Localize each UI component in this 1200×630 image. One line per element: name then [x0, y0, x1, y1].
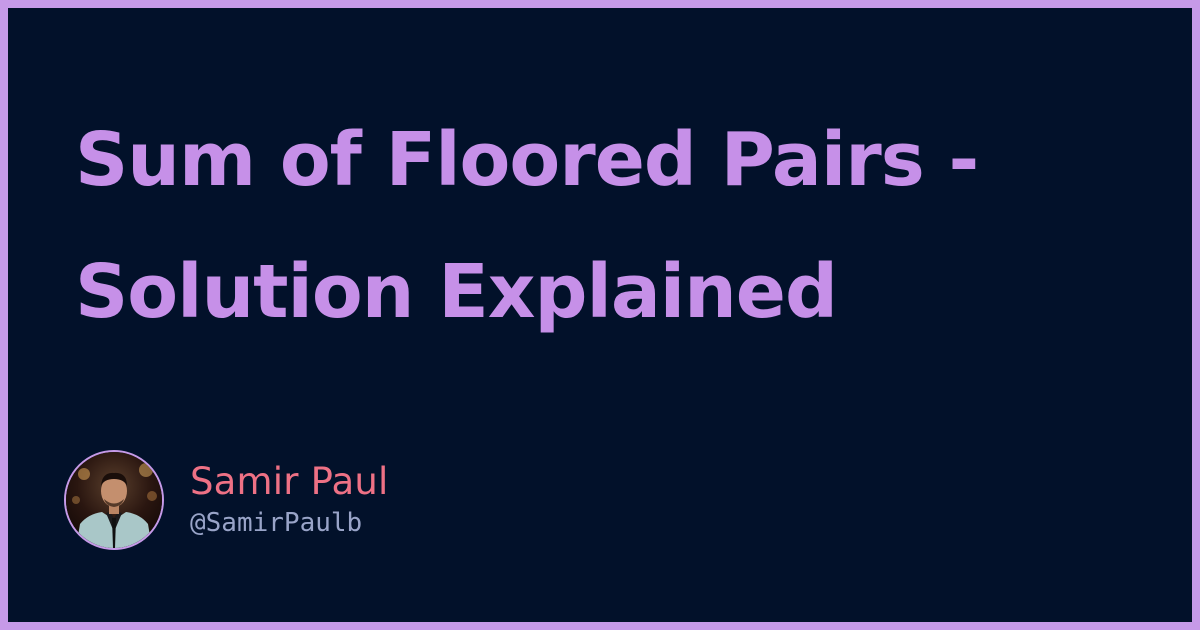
author-text: Samir Paul @SamirPaulb [190, 460, 389, 540]
avatar-photo [66, 452, 162, 548]
author-handle: @SamirPaulb [190, 508, 363, 538]
author-name: Samir Paul [190, 460, 389, 503]
title-line-2: Solution Explained [75, 249, 838, 335]
social-card: Sum of Floored Pairs - Solution Explaine… [8, 8, 1192, 622]
page-title: Sum of Floored Pairs - Solution Explaine… [75, 94, 1175, 358]
avatar [64, 450, 164, 550]
author-block: Samir Paul @SamirPaulb [64, 450, 389, 550]
title-line-1: Sum of Floored Pairs - [75, 117, 979, 203]
